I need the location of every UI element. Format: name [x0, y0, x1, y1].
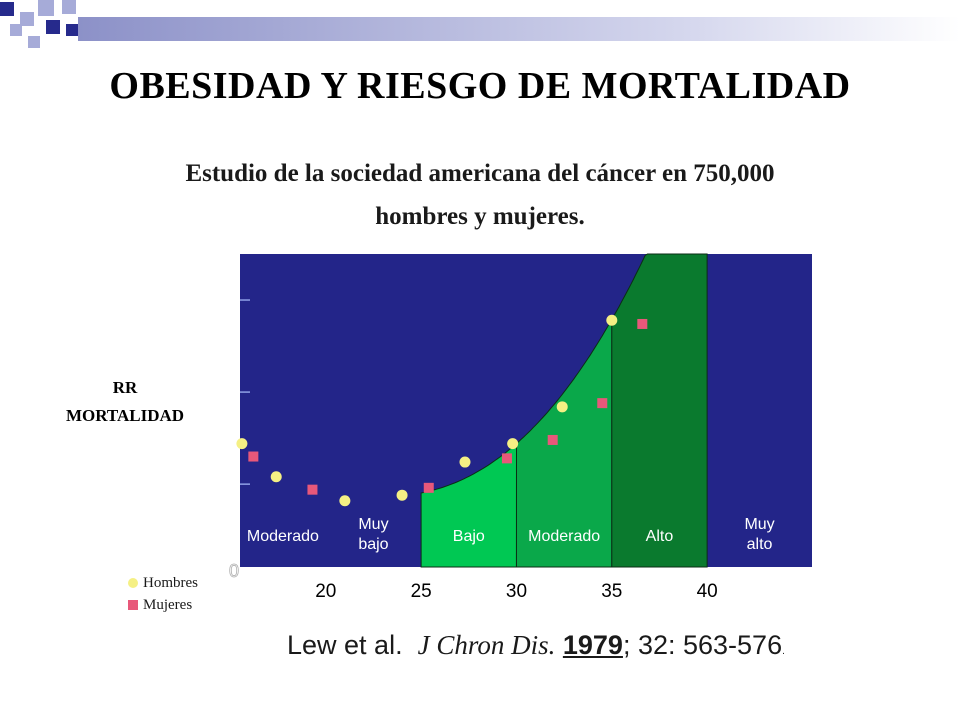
citation-journal: J Chron Dis.	[417, 630, 556, 660]
band-label: Muy	[358, 516, 388, 533]
band-label: Bajo	[453, 528, 485, 545]
legend-circle-icon	[128, 578, 138, 588]
citation-pages: ; 32: 563-576	[622, 630, 783, 660]
header-square	[20, 12, 34, 26]
hombres-data-point	[236, 438, 248, 450]
hombres-data-point	[507, 438, 519, 450]
risk-band-area	[515, 317, 613, 568]
hombres-data-point	[396, 489, 408, 501]
band-label: alto	[747, 536, 773, 553]
mujeres-data-point	[501, 453, 512, 464]
hombres-data-point	[339, 495, 351, 507]
legend-square-icon	[128, 600, 138, 610]
y-axis-label-line-2: MORTALIDAD	[65, 406, 185, 425]
header-square	[38, 0, 54, 16]
header-square	[10, 24, 22, 36]
subtitle-line-2: hombres y mujeres.	[375, 203, 585, 230]
hombres-data-point	[459, 456, 471, 468]
mujeres-data-point	[248, 451, 259, 462]
hombres-data-point	[606, 314, 618, 326]
band-label: bajo	[358, 536, 388, 553]
y-axis-label-line-1: RR	[112, 378, 138, 397]
legend-item-hombres: Hombres	[128, 572, 198, 594]
header-square	[0, 2, 14, 16]
hombres-data-point	[556, 401, 568, 413]
slide-subtitle: Estudio de la sociedad americana del cán…	[80, 152, 880, 238]
citation: Lew et al. J Chron Dis. 1979; 32: 563-57…	[287, 630, 785, 661]
band-label: Moderado	[247, 528, 319, 545]
x-tick-label: 25	[411, 581, 432, 602]
x-tick-label: 20	[315, 581, 336, 602]
citation-year: 1979	[562, 630, 623, 660]
x-tick-label: 30	[506, 581, 527, 602]
header-square	[66, 24, 78, 36]
band-label: Alto	[646, 528, 674, 545]
mujeres-data-point	[423, 482, 434, 493]
header-square	[46, 20, 60, 34]
citation-tail: .	[782, 646, 785, 657]
x-tick-label: 40	[697, 581, 718, 602]
mujeres-data-point	[597, 398, 608, 409]
chart-legend: Hombres Mujeres	[128, 572, 198, 616]
header-square	[28, 36, 40, 48]
mujeres-data-point	[637, 318, 648, 329]
slide-title: OBESIDAD Y RIESGO DE MORTALIDAD	[109, 65, 851, 107]
header-decoration	[0, 0, 960, 48]
subtitle-line-1: Estudio de la sociedad americana del cán…	[185, 160, 775, 187]
legend-item-mujeres: Mujeres	[128, 594, 198, 616]
header-gradient-bar	[78, 17, 960, 41]
legend-label-mujeres: Mujeres	[143, 596, 193, 613]
hombres-data-point	[270, 471, 282, 483]
x-tick-label: 35	[601, 581, 622, 602]
y-tick-label-zero: 0	[229, 561, 239, 581]
citation-authors: Lew et al.	[287, 630, 403, 660]
risk-band-area	[611, 253, 708, 568]
mujeres-data-point	[547, 434, 558, 445]
header-square	[62, 0, 76, 14]
band-label: Moderado	[528, 528, 600, 545]
band-label: Muy	[744, 516, 774, 533]
legend-label-hombres: Hombres	[143, 574, 198, 591]
mujeres-data-point	[307, 484, 318, 495]
y-axis-label: RR MORTALIDAD	[30, 374, 220, 430]
